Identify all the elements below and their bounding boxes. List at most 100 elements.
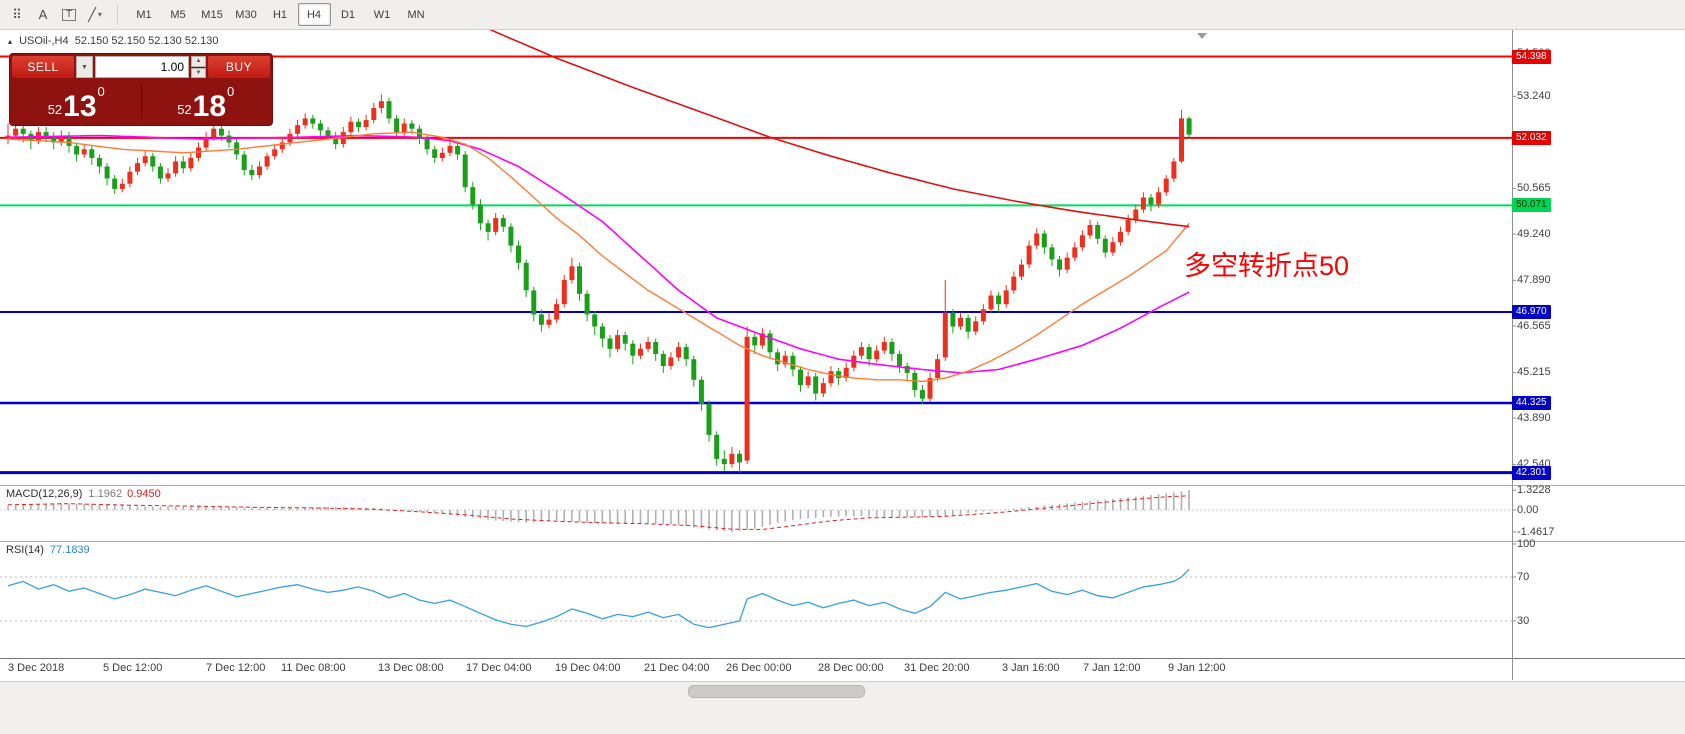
- trend-annotation: 多空转折点50: [1184, 251, 1350, 281]
- candle: [698, 376, 704, 411]
- candle: [51, 132, 57, 150]
- candle: [1102, 235, 1108, 258]
- volume-up-icon[interactable]: ▲: [191, 56, 206, 67]
- candle: [615, 329, 621, 353]
- candle: [279, 137, 285, 153]
- candle: [759, 328, 765, 349]
- timeframe-button-M30[interactable]: M30: [235, 8, 257, 21]
- volume-dropdown-icon[interactable]: ▼: [76, 56, 93, 78]
- time-label: 3 Jan 16:00: [1002, 662, 1060, 674]
- axis-label: 1.3228: [1517, 484, 1551, 497]
- candle: [485, 219, 491, 241]
- candle: [607, 335, 613, 358]
- candle: [935, 354, 941, 382]
- candle: [744, 326, 750, 465]
- text-label-icon[interactable]: A: [38, 7, 48, 22]
- timeframe-button-D1[interactable]: D1: [340, 8, 356, 21]
- separator-rsi-time: [0, 658, 1685, 659]
- shapes-tool-icon[interactable]: ╱ ▾: [88, 7, 102, 22]
- chart-shift-marker-icon[interactable]: [1197, 33, 1207, 39]
- bid-main: 52: [47, 102, 63, 117]
- candle: [264, 152, 270, 170]
- candle: [28, 130, 34, 150]
- candle: [196, 142, 201, 162]
- timeframe-button-MN[interactable]: MN: [407, 8, 425, 21]
- buy-button[interactable]: BUY: [208, 56, 270, 78]
- price-badge-42.301[interactable]: 42.301: [1512, 465, 1551, 480]
- timeframe-button-H1[interactable]: H1: [272, 8, 288, 21]
- drawing-tools-group: ⠿ A T ╱ ▾: [0, 0, 112, 29]
- candle: [455, 142, 461, 160]
- timeframe-button-M1[interactable]: M1: [136, 8, 152, 21]
- candle: [775, 348, 781, 372]
- candle: [973, 316, 979, 336]
- candle: [89, 145, 95, 165]
- h-scrollbar-track[interactable]: [0, 681, 1685, 734]
- volume-input[interactable]: [95, 56, 189, 78]
- candle: [958, 312, 963, 330]
- axis-label: 49.240: [1517, 227, 1551, 240]
- candle: [493, 213, 499, 236]
- axis-label: 50.565: [1517, 182, 1551, 195]
- price-badge-50.071[interactable]: 50.071: [1512, 198, 1551, 213]
- oct-toggle-icon[interactable]: ▴: [8, 37, 13, 46]
- candle: [165, 168, 171, 182]
- price-divider: [140, 83, 142, 118]
- timeframe-button-H4[interactable]: H4: [297, 3, 331, 26]
- candle: [782, 350, 788, 368]
- price-badge-44.325[interactable]: 44.325: [1512, 396, 1551, 411]
- candle: [630, 340, 636, 365]
- h-scrollbar-thumb[interactable]: [688, 685, 865, 698]
- candle: [897, 350, 902, 373]
- ask-big: 18: [192, 89, 227, 123]
- candle: [226, 130, 232, 148]
- candle: [1019, 259, 1024, 280]
- toolbar-divider: [117, 4, 118, 25]
- sell-button[interactable]: SELL: [12, 56, 74, 78]
- bid-sup: 0: [97, 84, 105, 99]
- candle: [112, 175, 118, 194]
- price-badge-52.032[interactable]: 52.032: [1512, 130, 1551, 145]
- rsi-line: [7, 568, 1190, 629]
- candle: [401, 118, 407, 136]
- separator-macd-rsi[interactable]: [0, 541, 1685, 542]
- candle: [432, 145, 438, 164]
- ask-sup: 0: [227, 84, 235, 99]
- volume-down-icon[interactable]: ▼: [191, 67, 206, 78]
- macd-value-1: 1.1962: [88, 488, 123, 500]
- candle: [942, 280, 948, 361]
- toolbar-handle-icon[interactable]: ⠿: [12, 7, 22, 22]
- bid-price: 52 13 0: [12, 78, 141, 123]
- price-axis: 54.50053.24051.91550.56549.24047.89046.5…: [1512, 0, 1685, 734]
- price-axis-border: [1512, 30, 1513, 680]
- time-label: 31 Dec 20:00: [904, 662, 970, 674]
- candle: [272, 144, 278, 160]
- timeframe-button-W1[interactable]: W1: [373, 8, 391, 21]
- candle: [1156, 187, 1162, 208]
- candle: [668, 352, 674, 370]
- candle: [592, 311, 598, 336]
- price-badge-46.970[interactable]: 46.970: [1512, 305, 1551, 320]
- candle: [340, 127, 346, 148]
- candle: [828, 366, 834, 387]
- candle: [439, 147, 445, 162]
- timeframe-button-M15[interactable]: M15: [201, 8, 223, 21]
- candle: [1072, 242, 1078, 262]
- candle: [584, 290, 590, 322]
- price-badge-54.398[interactable]: 54.398: [1512, 49, 1551, 64]
- candle: [706, 400, 712, 442]
- separator-chart-macd[interactable]: [0, 485, 1685, 486]
- candle: [851, 350, 857, 372]
- candle: [965, 314, 971, 339]
- candle: [66, 132, 72, 153]
- candle: [249, 164, 255, 181]
- candle: [1140, 192, 1146, 213]
- timeframe-group: M1 M5 M15 M30 H1 H4 D1 W1 MN: [123, 0, 437, 29]
- candle: [173, 156, 179, 177]
- text-box-icon[interactable]: T: [57, 4, 81, 26]
- timeframe-button-M5[interactable]: M5: [170, 8, 186, 21]
- candle: [767, 329, 773, 360]
- candle: [241, 151, 247, 176]
- candle: [881, 336, 887, 354]
- candle: [317, 120, 323, 136]
